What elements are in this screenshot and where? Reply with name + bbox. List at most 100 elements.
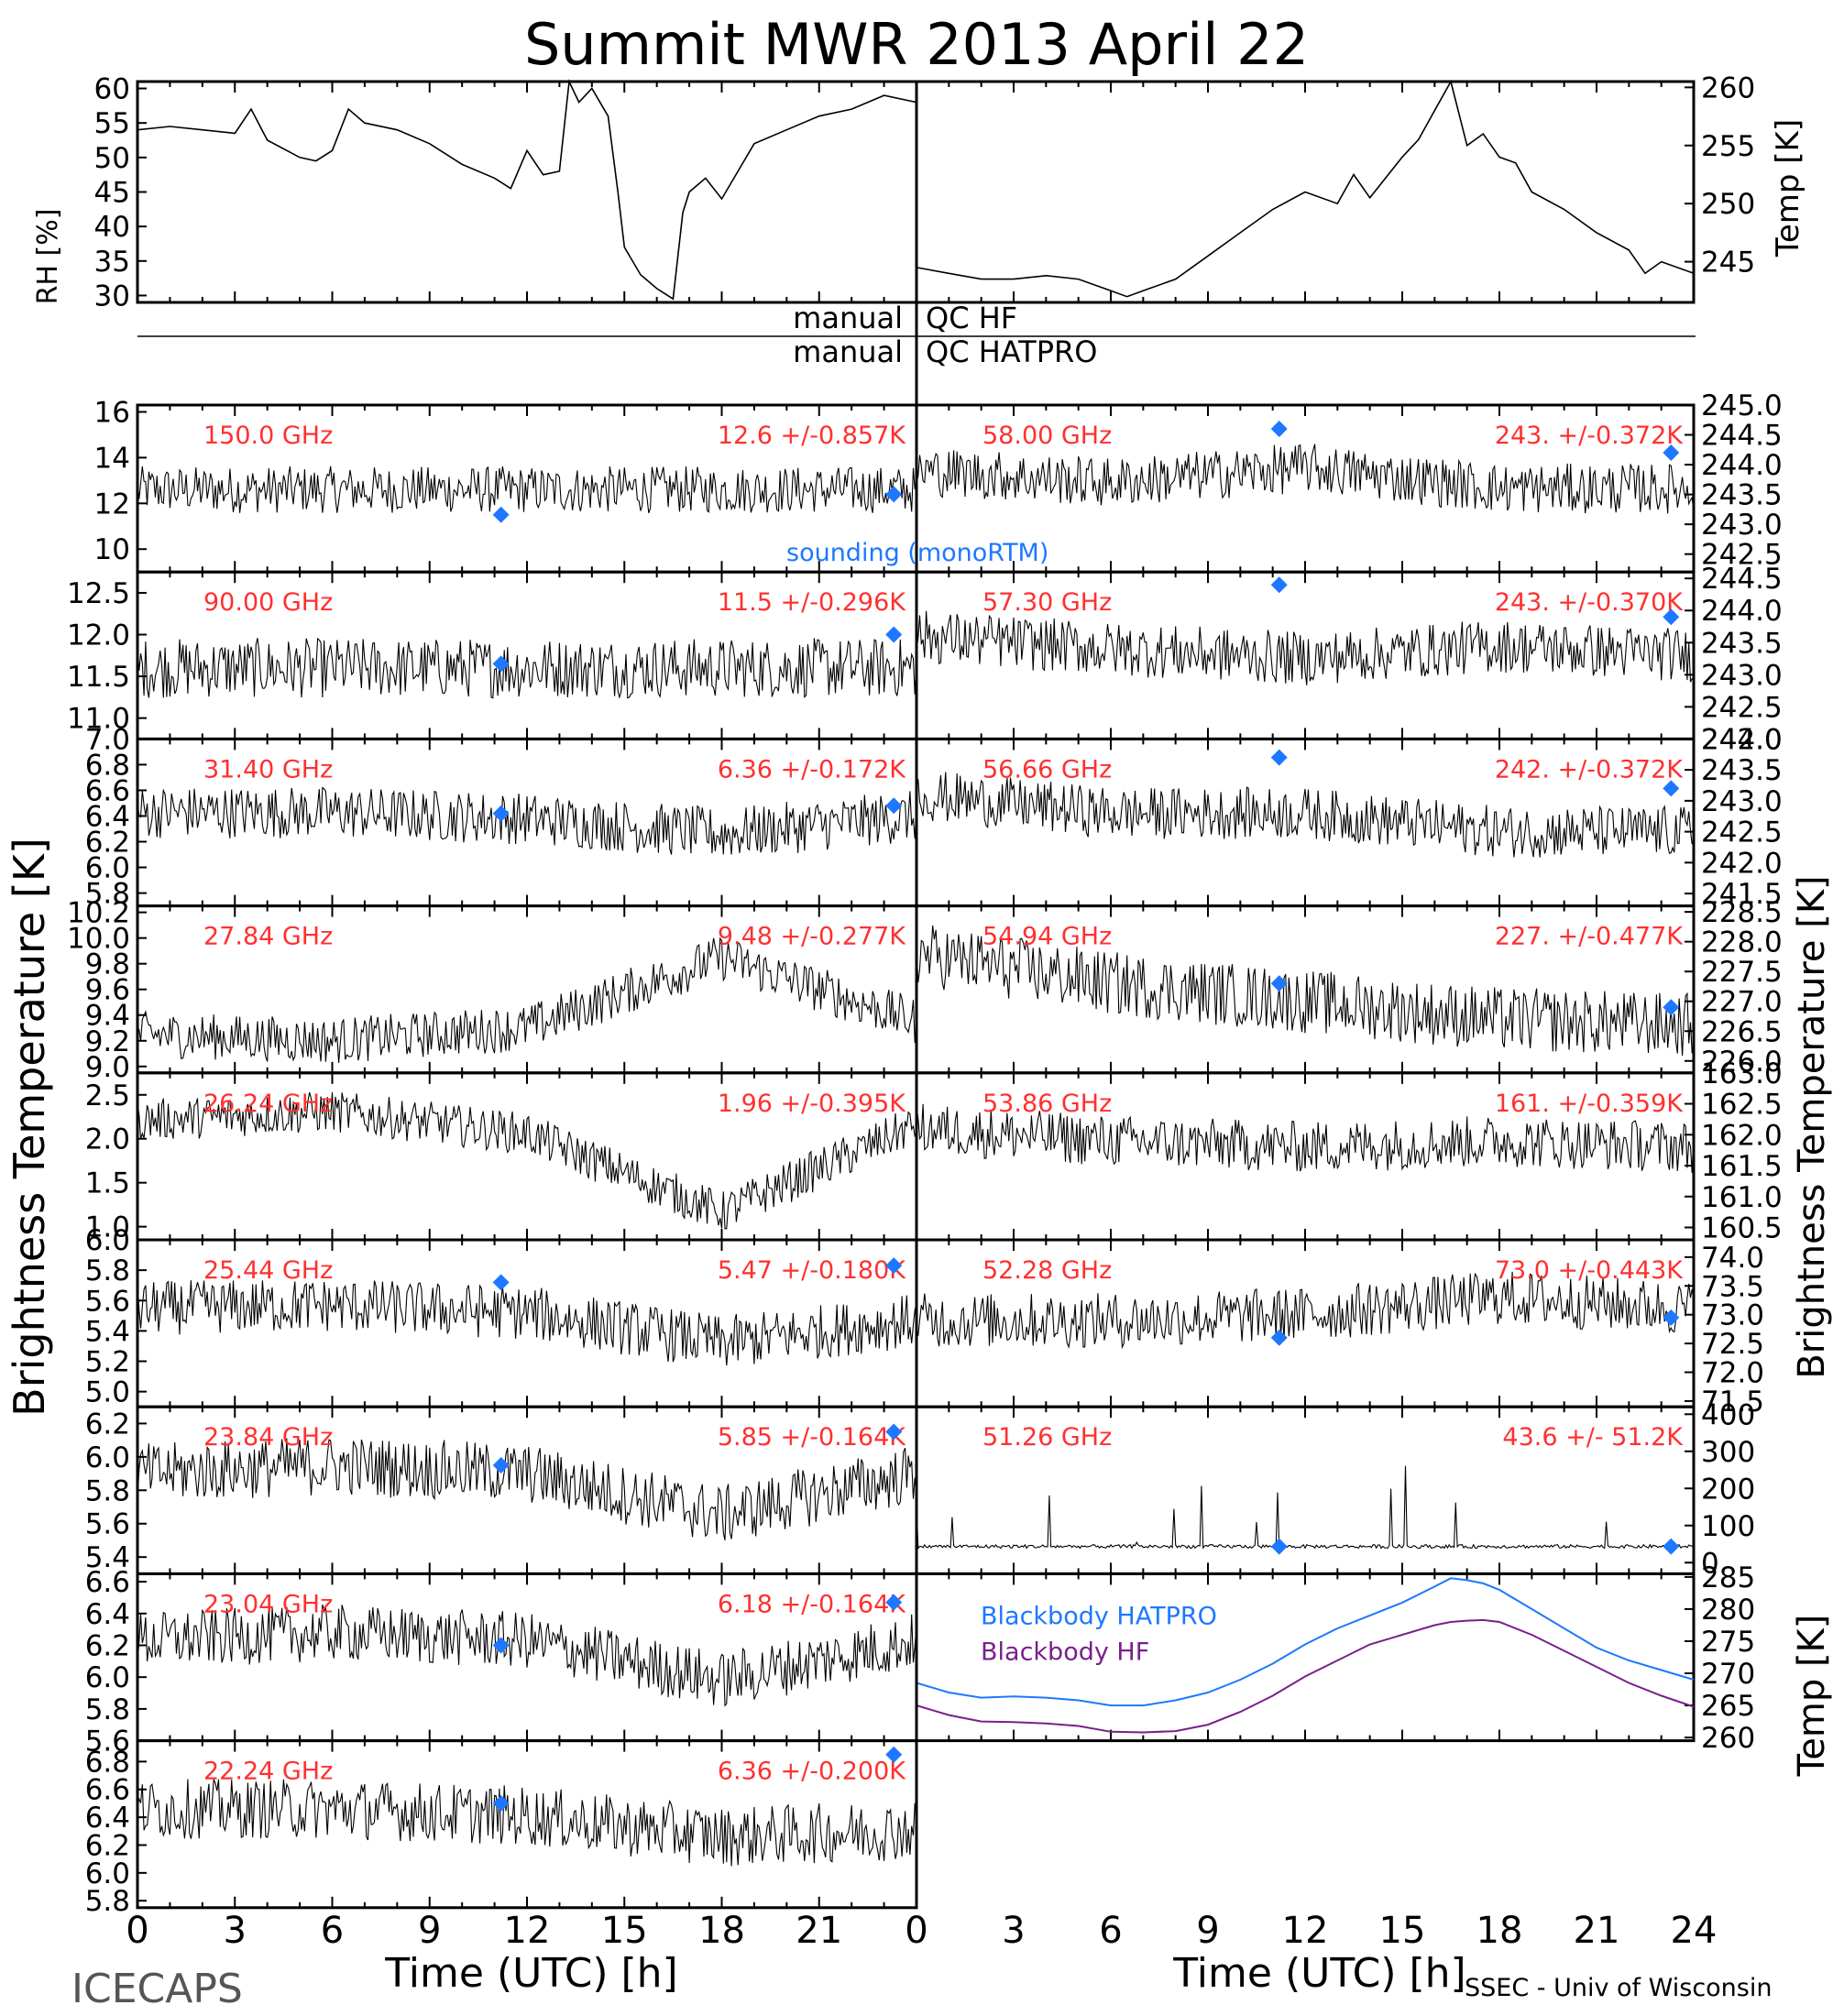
ytick-label: 6.4	[85, 1598, 130, 1631]
ytick-label: 6.0	[85, 1857, 130, 1890]
ytick-label: 243.5	[1701, 627, 1783, 660]
ytick-label: 72.5	[1701, 1328, 1764, 1361]
time-tick-label: 24	[1671, 1910, 1718, 1952]
ytick-label: 71.5	[1701, 1386, 1764, 1419]
sounding-marker	[885, 626, 903, 643]
ytick-label: 6.6	[85, 774, 130, 807]
ytick-label: 241.5	[1701, 878, 1783, 911]
ytick-label: 73.5	[1701, 1270, 1764, 1303]
channel-stats-label: 5.85 +/-0.164K	[718, 1423, 906, 1452]
brightness-series-line	[137, 1091, 917, 1230]
sounding-marker	[1663, 1538, 1680, 1555]
channel-frequency-label: 22.24 GHz	[203, 1758, 333, 1786]
ytick-label: 250	[1701, 188, 1755, 221]
ytick-label: 72.0	[1701, 1357, 1764, 1390]
ytick-label: 6.2	[85, 1829, 130, 1862]
ytick-label: 5.8	[85, 1693, 130, 1726]
sounding-marker	[1663, 780, 1680, 797]
ytick-label: 265	[1701, 1690, 1755, 1723]
channel-frequency-label: 54.94 GHz	[982, 923, 1112, 951]
channel-frequency-label: 25.44 GHz	[203, 1256, 333, 1285]
ytick-label: 14	[94, 442, 130, 475]
brightness-series-line	[137, 1604, 917, 1707]
ytick-label: 30	[94, 279, 130, 312]
channel-stats-label: 9.48 +/-0.277K	[718, 923, 906, 951]
ytick-label: 7.0	[85, 723, 130, 756]
brightness-series-line	[137, 937, 917, 1063]
sounding-marker	[492, 1794, 510, 1812]
ytick-label: 285	[1701, 1561, 1755, 1594]
brightness-series-line	[916, 1103, 1695, 1173]
time-tick-label: 18	[698, 1910, 745, 1952]
brightness-series-line	[916, 444, 1695, 514]
channel-frequency-label: 31.40 GHz	[203, 755, 333, 783]
ytick-label: 6.2	[85, 1629, 130, 1662]
ytick-label: 275	[1701, 1626, 1755, 1659]
ytick-label: 242.0	[1701, 847, 1783, 880]
sounding-marker	[885, 486, 903, 503]
temp-bottom-axis-label: Temp [K]	[1791, 1615, 1833, 1778]
ytick-label: 162.5	[1701, 1089, 1783, 1122]
ytick-label: 300	[1701, 1436, 1755, 1469]
ytick-label: 2.0	[85, 1123, 130, 1156]
ytick-label: 10.0	[67, 923, 130, 956]
sounding-marker	[1270, 749, 1288, 766]
ytick-label: 12.5	[67, 577, 130, 610]
qc-hatpro-label: QC HATPRO	[926, 334, 1097, 369]
ytick-label: 10	[94, 533, 130, 566]
rh-series-line	[137, 79, 917, 301]
channel-frequency-label: 27.84 GHz	[203, 923, 333, 951]
sounding-marker	[885, 1746, 903, 1763]
ytick-label: 6.4	[85, 1802, 130, 1835]
channel-frequency-label: 57.30 GHz	[982, 588, 1112, 617]
channel-frequency-label: 58.00 GHz	[982, 422, 1112, 450]
ytick-label: 6.8	[85, 1746, 130, 1779]
time-tick-label: 12	[1282, 1910, 1329, 1952]
brightness-series-line	[137, 466, 917, 513]
ytick-label: 35	[94, 246, 130, 279]
ytick-label: 1.0	[85, 1211, 130, 1244]
ytick-label: 243.0	[1701, 659, 1783, 692]
chart-title: Summit MWR 2013 April 22	[524, 11, 1309, 78]
ytick-label: 260	[1701, 71, 1755, 104]
ytick-label: 226.5	[1701, 1015, 1783, 1048]
channel-frequency-label: 56.66 GHz	[982, 755, 1112, 783]
qc-manual-hatpro: manual	[793, 334, 903, 369]
temp-top-axis-label: Temp [K]	[1770, 119, 1806, 257]
channel-stats-label: 6.18 +/-0.164K	[718, 1590, 906, 1618]
brightness-series-line	[137, 1280, 917, 1366]
ytick-label: 5.4	[85, 1315, 130, 1348]
sounding-marker	[1270, 1329, 1288, 1346]
ytick-label: 5.6	[85, 1285, 130, 1318]
brightness-series-line	[916, 925, 1695, 1057]
channel-stats-label: 243. +/-0.372K	[1495, 422, 1684, 450]
ytick-label: 5.6	[85, 1508, 130, 1541]
sounding-marker	[885, 797, 903, 815]
ytick-label: 260	[1701, 1722, 1755, 1755]
channel-stats-label: 161. +/-0.359K	[1495, 1090, 1684, 1118]
ytick-label: 6.6	[85, 1774, 130, 1807]
channel-stats-label: 6.36 +/-0.200K	[718, 1758, 906, 1786]
rh-axis-label: RH [%]	[32, 209, 64, 305]
sounding-marker	[1270, 975, 1288, 992]
ytick-label: 228.0	[1701, 926, 1783, 959]
qc-manual-hf: manual	[793, 301, 903, 335]
temp_top-series-line	[916, 79, 1695, 298]
sounding-marker	[1663, 1309, 1680, 1326]
brightness-series-line	[137, 637, 917, 699]
ytick-label: 161.0	[1701, 1181, 1783, 1214]
ytick-label: 6.2	[85, 827, 130, 860]
ytick-label: 244.5	[1701, 563, 1783, 596]
right-brightness-axis-label: Brightness Temperature [K]	[1791, 875, 1833, 1378]
ytick-label: 244.0	[1701, 449, 1783, 482]
ytick-label: 5.0	[85, 1376, 130, 1409]
ytick-label: 270	[1701, 1658, 1755, 1691]
sounding-marker	[885, 1423, 903, 1441]
channel-stats-label: 73.0 +/-0.443K	[1495, 1256, 1684, 1285]
channel-stats-label: 243. +/-0.370K	[1495, 588, 1684, 617]
ytick-label: 243.5	[1701, 754, 1783, 787]
ytick-label: 11.0	[67, 703, 130, 736]
legend-blackbody-hf: Blackbody HF	[981, 1638, 1149, 1666]
blackbody-series-line	[916, 1618, 1695, 1734]
